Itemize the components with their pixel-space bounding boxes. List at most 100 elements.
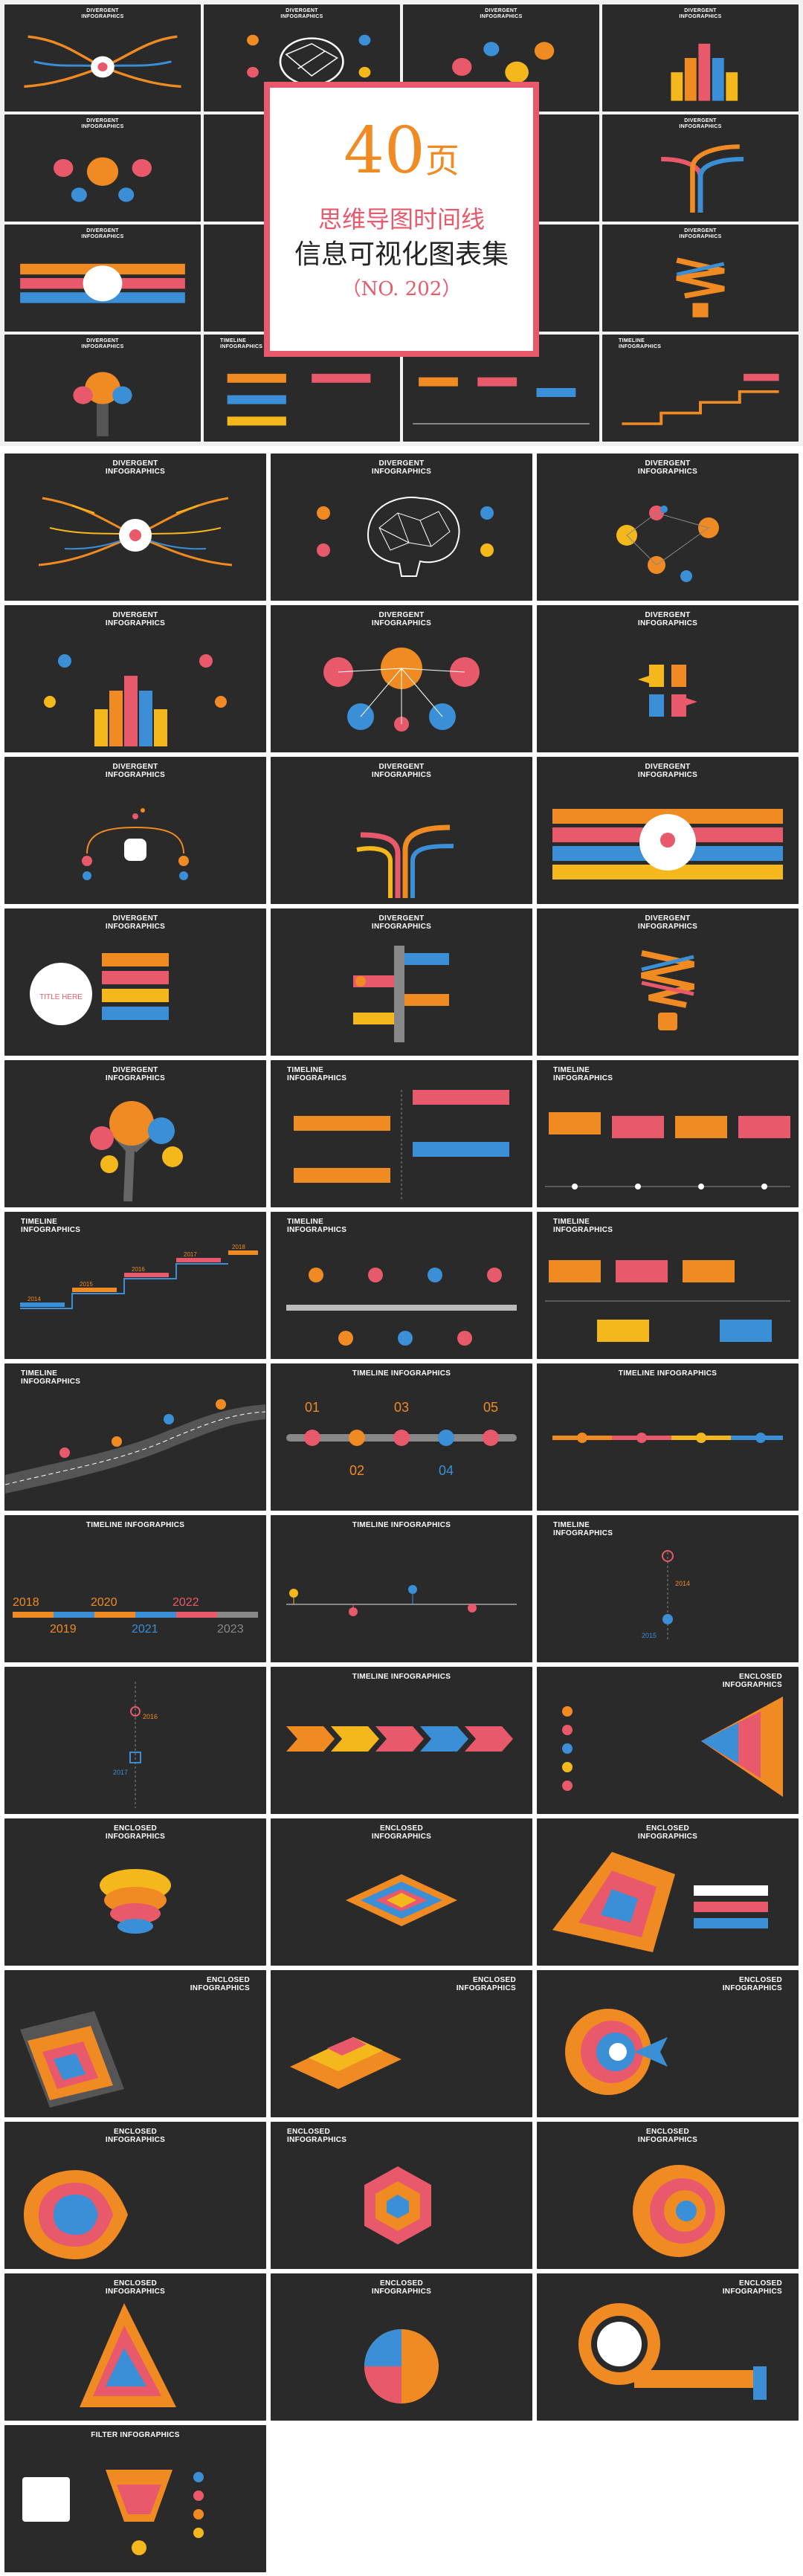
- thumb-title-line2: INFOGRAPHICS: [679, 14, 722, 19]
- slide-graphic: [578, 2303, 767, 2400]
- year-label: 2017: [113, 1769, 128, 1776]
- slide-title-line1: DIVERGENT: [112, 1066, 158, 1074]
- slide-graphic: [317, 497, 494, 577]
- slide-enclosed-stack: ENCLOSED INFOGRAPHICS: [4, 1970, 266, 2117]
- slide-enclosed-ring: ENCLOSED INFOGRAPHICS: [537, 2122, 799, 2269]
- slide-graphic: [552, 809, 783, 879]
- slide-title-line2: INFOGRAPHICS: [105, 771, 166, 779]
- slide-timeline-chevrons: TIMELINE INFOGRAPHICS: [271, 1667, 532, 1814]
- cover-title-line3: （NO. 202）: [341, 278, 462, 300]
- slide-graphic: [364, 2166, 431, 2244]
- slide-title-line2: INFOGRAPHICS: [105, 619, 166, 627]
- thumb-title-line1: DIVERGENT: [86, 338, 119, 343]
- slide-title-line1: TIMELINE: [553, 1521, 590, 1529]
- slide-title-line1: ENCLOSED: [287, 2128, 330, 2136]
- slide-timeline-pins-line: TIMELINE INFOGRAPHICS: [271, 1515, 532, 1662]
- slide-title-line1: TIMELINE: [553, 1066, 590, 1074]
- slide-graphic: [633, 2165, 725, 2257]
- slide-enclosed-triangle: ENCLOSED INFOGRAPHICS: [4, 2273, 266, 2421]
- hero-thumb-tree: DIVERGENT INFOGRAPHICS: [4, 335, 201, 442]
- thumb-title-line2: INFOGRAPHICS: [220, 344, 263, 349]
- year-label: 2015: [80, 1281, 93, 1288]
- slide-title-line1: ENCLOSED: [739, 2279, 782, 2288]
- slide-title-line2: INFOGRAPHICS: [722, 2288, 782, 2296]
- year-label: 2017: [184, 1251, 197, 1258]
- slide-title-line2: INFOGRAPHICS: [637, 619, 698, 627]
- slide-title-line1: ENCLOSED: [739, 1976, 782, 1984]
- slide-divergent-tree-circles: DIVERGENT INFOGRAPHICS: [4, 1060, 266, 1207]
- slide-divergent-pencil: DIVERGENT INFOGRAPHICS: [271, 908, 532, 1056]
- cover-count-value: 40: [344, 114, 425, 188]
- thumb-graphic: [622, 373, 779, 425]
- slide-title-line1: ENCLOSED: [380, 2279, 423, 2288]
- thumb-title-line1: DIVERGENT: [86, 228, 119, 233]
- slide-title-line2: INFOGRAPHICS: [371, 468, 432, 476]
- slide-title: TIMELINE INFOGRAPHICS: [352, 1521, 451, 1529]
- year-label: 2018: [13, 1596, 39, 1609]
- slide-title-line2: INFOGRAPHICS: [21, 1226, 81, 1234]
- slide-title-line2: INFOGRAPHICS: [637, 2136, 698, 2144]
- slide-title: TIMELINE INFOGRAPHICS: [352, 1673, 451, 1681]
- slide-timeline-vertical-tags: TIMELINE INFOGRAPHICS: [271, 1060, 532, 1207]
- slide-enclosed-fan: ENCLOSED INFOGRAPHICS: [537, 1667, 799, 1814]
- hero-thumb-divergent-tree: DIVERGENT INFOGRAPHICS: [4, 4, 201, 112]
- thumb-title-line2: INFOGRAPHICS: [679, 124, 722, 129]
- slide-graphic: [356, 824, 454, 898]
- hero-thumb-circles: DIVERGENT INFOGRAPHICS: [4, 114, 201, 222]
- year-label: 2014: [28, 1296, 41, 1302]
- thumb-title-line1: DIVERGENT: [684, 118, 717, 123]
- year-label: 2021: [132, 1623, 158, 1636]
- cover-card: 40页 思维导图时间线 信息可视化图表集 （NO. 202）: [264, 82, 539, 357]
- slide-graphic: 2014 2015: [642, 1550, 690, 1642]
- slide-graphic: 2018 2019 2020 2021 2022 2023: [13, 1596, 258, 1636]
- slide-title-line1: DIVERGENT: [112, 914, 158, 923]
- slide-timeline-boxes: TIMELINE INFOGRAPHICS: [537, 1212, 799, 1359]
- hero-thumb-spiral: DIVERGENT INFOGRAPHICS: [602, 225, 799, 332]
- slide-title-line1: TIMELINE: [21, 1218, 58, 1226]
- year-label: 2019: [50, 1623, 77, 1636]
- slide-graphic: [24, 2170, 128, 2259]
- slide-title-line2: INFOGRAPHICS: [105, 1074, 166, 1082]
- slide-divergent-network: DIVERGENT INFOGRAPHICS: [4, 757, 266, 904]
- slide-title-line1: ENCLOSED: [207, 1976, 250, 1984]
- slide-title-line1: DIVERGENT: [645, 763, 691, 771]
- slide-title-line2: INFOGRAPHICS: [371, 1833, 432, 1841]
- slide-timeline-vertical-pins: 2016 2017: [4, 1667, 266, 1814]
- slide-timeline-numbered: TIMELINE INFOGRAPHICS 01 02 03 04 05: [271, 1363, 532, 1511]
- cover-title-line2: 信息可视化图表集: [294, 239, 509, 270]
- slide-divergent-arrows-cross: DIVERGENT INFOGRAPHICS: [537, 605, 799, 752]
- thumb-title-line2: INFOGRAPHICS: [81, 124, 124, 129]
- slide-graphic: 2016 2017: [113, 1682, 158, 1808]
- slide-title-line2: INFOGRAPHICS: [287, 1226, 347, 1234]
- slide-title: TIMELINE INFOGRAPHICS: [618, 1369, 717, 1378]
- slide-title-line2: INFOGRAPHICS: [105, 1833, 166, 1841]
- slide-graphic: [364, 2329, 439, 2404]
- year-label: 2016: [143, 1713, 158, 1720]
- thumb-graphic: [54, 157, 152, 202]
- slide-filter-funnel: FILTER INFOGRAPHICS: [4, 2425, 266, 2572]
- slide-graphic: [562, 1697, 783, 1797]
- empty-cell: [537, 2425, 799, 2572]
- slide-timeline-map-pins: TIMELINE INFOGRAPHICS 2014 2015: [537, 1515, 799, 1662]
- thumb-graphic: [227, 373, 371, 426]
- cover-count: 40页: [270, 117, 533, 194]
- slide-title-line1: DIVERGENT: [112, 763, 158, 771]
- step-number: 02: [349, 1463, 364, 1478]
- slide-enclosed-target-arrow: ENCLOSED INFOGRAPHICS: [537, 1970, 799, 2117]
- slide-title-line2: INFOGRAPHICS: [553, 1529, 613, 1537]
- slide-graphic: TITLE HERE: [30, 953, 169, 1025]
- slide-title-line2: INFOGRAPHICS: [105, 2288, 166, 2296]
- slide-title-line2: INFOGRAPHICS: [371, 771, 432, 779]
- slide-enclosed-spiral-bar: ENCLOSED INFOGRAPHICS: [537, 2273, 799, 2421]
- slide-graphic: [290, 2037, 402, 2089]
- slide-title-line2: INFOGRAPHICS: [371, 923, 432, 931]
- thumb-title-line1: DIVERGENT: [684, 8, 717, 13]
- slide-title-line1: ENCLOSED: [739, 1673, 782, 1681]
- slide-graphic: [38, 497, 233, 566]
- thumb-title-line2: INFOGRAPHICS: [679, 234, 722, 239]
- year-label: 2023: [217, 1623, 244, 1636]
- year-label: 2022: [172, 1596, 199, 1609]
- slide-title-line2: INFOGRAPHICS: [553, 1074, 613, 1082]
- thumb-title-line2: INFOGRAPHICS: [480, 14, 523, 19]
- slide-title-line2: INFOGRAPHICS: [722, 1681, 782, 1689]
